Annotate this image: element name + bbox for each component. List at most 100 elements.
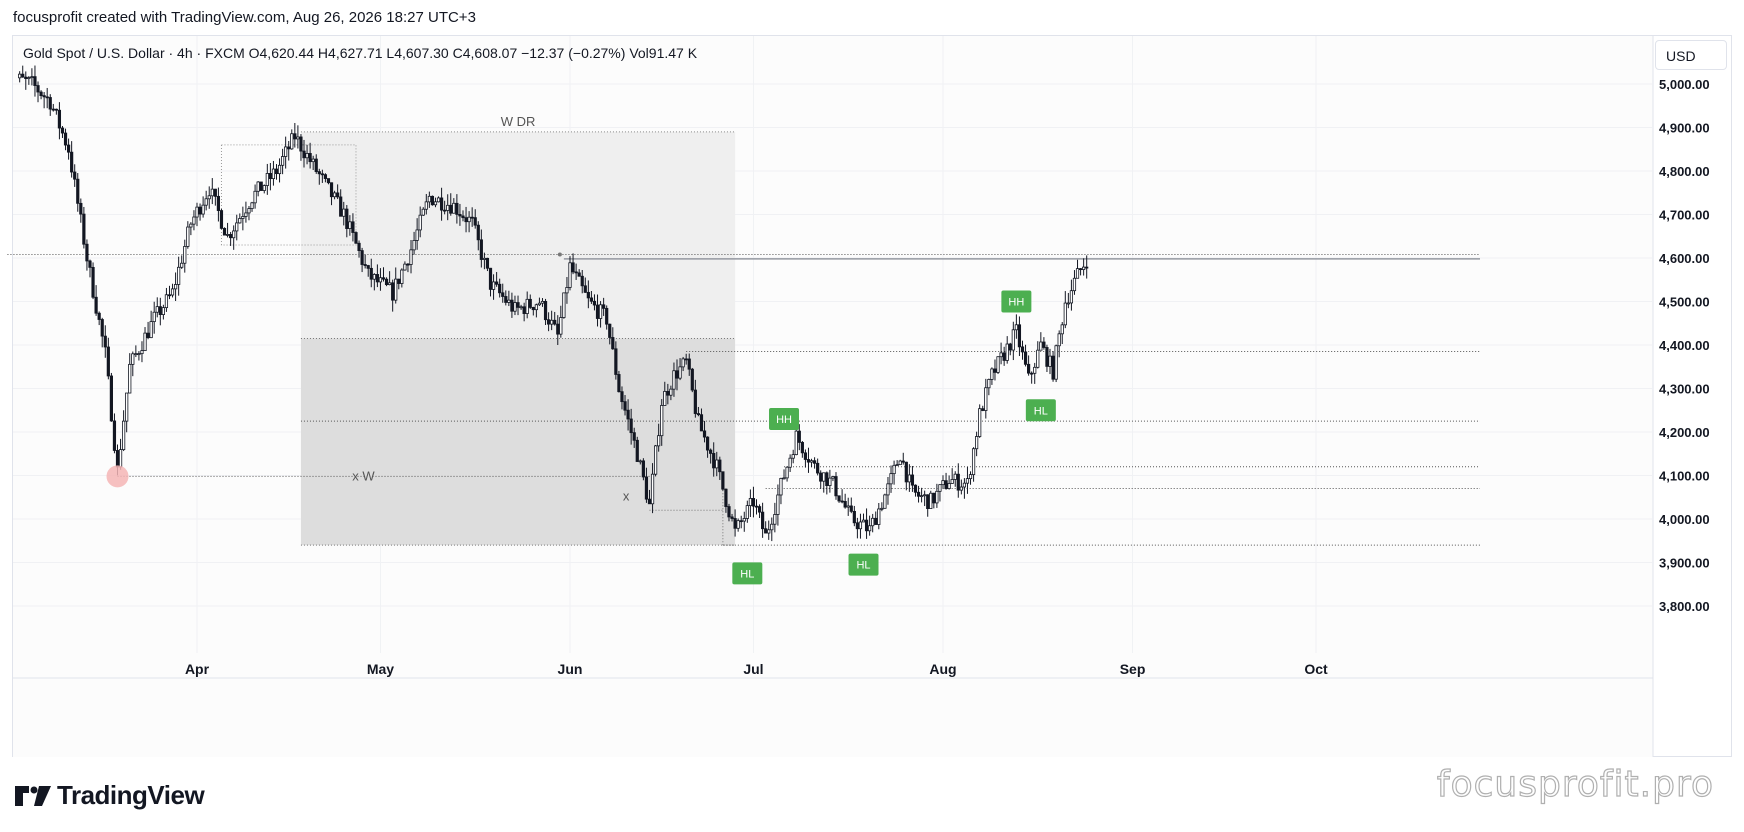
candle-body bbox=[602, 304, 606, 309]
level-label: x W bbox=[352, 468, 375, 483]
candle-body bbox=[164, 294, 169, 309]
candle-body bbox=[571, 262, 575, 273]
candle-body bbox=[161, 307, 165, 315]
candle-body bbox=[513, 302, 517, 312]
symbol-name[interactable]: Gold Spot / U.S. Dollar · 4h · FXCM bbox=[23, 45, 245, 61]
structure-label-text: HH bbox=[1008, 297, 1024, 309]
candle-body bbox=[999, 352, 1003, 358]
candle-body bbox=[666, 391, 670, 396]
candle-body bbox=[1063, 302, 1067, 326]
candle-body bbox=[916, 491, 921, 497]
candle-body bbox=[452, 202, 456, 214]
candle-body bbox=[858, 521, 863, 530]
candle-body bbox=[369, 267, 373, 280]
candle-body bbox=[935, 490, 939, 504]
candle-body bbox=[464, 217, 468, 223]
candle-body bbox=[241, 216, 245, 219]
candle-body bbox=[88, 260, 92, 268]
candle-body bbox=[79, 202, 83, 215]
low-label: L bbox=[386, 45, 395, 61]
candle-body bbox=[770, 523, 774, 531]
candle-body bbox=[629, 418, 633, 434]
candle-body bbox=[1023, 351, 1028, 365]
candle-body bbox=[748, 498, 752, 507]
structure-label-hh: HH bbox=[1001, 290, 1032, 313]
candle-body bbox=[284, 146, 288, 157]
time-tick-label: Jul bbox=[743, 661, 763, 677]
candle-body bbox=[1036, 349, 1040, 368]
candle-body bbox=[889, 473, 893, 485]
symbol-legend: Gold Spot / U.S. Dollar · 4h · FXCM O4,6… bbox=[23, 45, 697, 61]
candle-body bbox=[864, 519, 869, 532]
candle-body bbox=[1039, 341, 1043, 351]
candle-body bbox=[757, 506, 762, 513]
structure-label-hl: HL bbox=[1025, 399, 1056, 422]
candle-body bbox=[773, 514, 777, 525]
candle-body bbox=[256, 181, 260, 192]
candle-body bbox=[73, 171, 77, 180]
candle-body bbox=[48, 97, 52, 110]
candle-body bbox=[620, 391, 624, 403]
candle-body bbox=[834, 476, 838, 497]
candle-body bbox=[531, 307, 535, 311]
candle-body bbox=[274, 168, 279, 175]
candle-body bbox=[712, 453, 716, 469]
candle-body bbox=[436, 197, 441, 203]
low-value: 4,607.30 bbox=[394, 45, 449, 61]
candle-body bbox=[51, 108, 55, 111]
time-tick-label: Jun bbox=[558, 661, 583, 677]
candle-body bbox=[550, 319, 554, 325]
candle-body bbox=[42, 95, 46, 98]
candle-body bbox=[476, 224, 480, 241]
candle-body bbox=[782, 477, 786, 480]
candle-body bbox=[806, 459, 811, 463]
candle-body bbox=[929, 492, 933, 510]
candle-body bbox=[1054, 345, 1058, 380]
low-marker-circle bbox=[106, 465, 129, 488]
structure-label-text: HL bbox=[1034, 405, 1048, 417]
candle-body bbox=[308, 153, 312, 163]
candle-body bbox=[210, 188, 214, 197]
candle-body bbox=[868, 525, 872, 532]
candle-body bbox=[904, 461, 908, 483]
candle-body bbox=[192, 216, 196, 225]
candle-body bbox=[861, 519, 866, 523]
zone-label: W DR bbox=[501, 114, 536, 129]
candle-body bbox=[482, 257, 486, 260]
candle-body bbox=[724, 488, 728, 507]
candle-body bbox=[690, 368, 694, 391]
candle-series bbox=[18, 65, 1089, 542]
candle-body bbox=[727, 506, 731, 518]
range-zones: W DR x bbox=[220, 114, 736, 546]
candle-body bbox=[363, 264, 367, 266]
candle-body bbox=[1008, 343, 1012, 351]
zone-label: x bbox=[623, 488, 630, 503]
candle-body bbox=[718, 459, 722, 473]
candle-body bbox=[443, 209, 447, 212]
candle-body bbox=[501, 292, 505, 297]
candle-body bbox=[751, 498, 756, 507]
candle-body bbox=[739, 520, 743, 523]
candle-body bbox=[767, 529, 771, 534]
candle-body bbox=[693, 389, 697, 414]
candle-body bbox=[837, 495, 841, 502]
candle-body bbox=[112, 420, 117, 451]
candle-body bbox=[287, 146, 291, 150]
candle-body bbox=[672, 370, 676, 390]
time-tick-label: May bbox=[367, 661, 394, 677]
candle-body bbox=[874, 517, 878, 525]
candle-body bbox=[268, 173, 272, 180]
candle-body bbox=[433, 201, 438, 206]
candle-body bbox=[871, 517, 875, 527]
tradingview-logo[interactable]: TradingView bbox=[15, 780, 205, 811]
candle-body bbox=[895, 464, 899, 467]
candle-body bbox=[519, 306, 523, 309]
candle-body bbox=[809, 460, 814, 463]
candle-body bbox=[247, 208, 251, 214]
currency-button[interactable]: USD bbox=[1655, 40, 1727, 70]
candle-body bbox=[388, 282, 392, 286]
candle-body bbox=[715, 459, 719, 469]
candle-body bbox=[996, 356, 1000, 373]
candle-body bbox=[825, 472, 829, 486]
